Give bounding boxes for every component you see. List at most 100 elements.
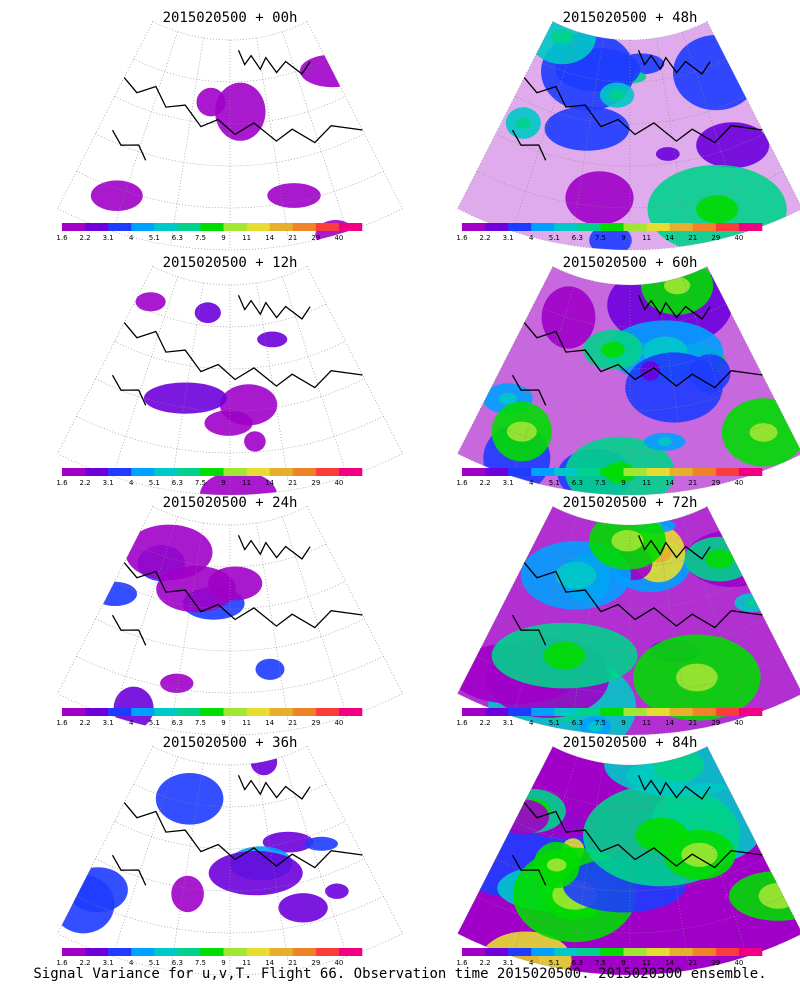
variance-blob [673, 35, 760, 111]
colorbar-tick-label: 2.2 [480, 959, 491, 967]
colorbar-tick-label: 9 [221, 479, 225, 487]
coastline [237, 535, 311, 560]
colorbar-tick-label: 4 [129, 959, 134, 967]
coastline [511, 374, 547, 406]
meridian [306, 266, 403, 454]
variance-blob [267, 183, 321, 208]
coastline [123, 802, 363, 869]
parallel [95, 618, 365, 652]
colorbar-cell [531, 223, 555, 231]
colorbar-tick-label: 6.3 [172, 479, 183, 487]
map-field [457, 21, 800, 251]
meridian [682, 276, 748, 477]
colorbar-tick-label: 4 [129, 234, 134, 242]
meridian [57, 266, 154, 454]
colorbar-cell [646, 468, 670, 476]
colorbar-cell [246, 948, 270, 956]
colorbar-tick-label: 9 [621, 959, 625, 967]
variance-core [608, 89, 626, 101]
variance-blob [541, 286, 596, 349]
colorbar-tick-label: 4 [529, 719, 534, 727]
colorbar-cell [62, 223, 86, 231]
colorbar-cell [692, 223, 717, 231]
colorbar-cell [508, 708, 532, 716]
meridian [112, 516, 178, 717]
colorbar-tick-label: 2.2 [80, 479, 91, 487]
colorbar-cell [531, 468, 555, 476]
parallel [76, 170, 384, 209]
meridian [706, 506, 800, 690]
colorbar-tick-label: 14 [665, 959, 674, 967]
variance-blob [199, 471, 277, 495]
variance-blob [143, 382, 227, 414]
variance-core [588, 721, 603, 732]
map-panel: 2015020500 + 12h 1.6 2.2 3.1 4 5.1 6.3 7.5 9 11 14… [56, 255, 403, 496]
panel-title: 2015020500 + 60h [563, 255, 698, 271]
map-panel: 2015020500 + 84h 1.6 2.2 3.1 4 5.1 6.3 7.5 9 11 14… [456, 735, 800, 976]
map-field [457, 506, 800, 736]
colorbar-tick-label: 40 [734, 234, 743, 242]
variance-blob [57, 875, 115, 934]
coastline [637, 295, 711, 320]
variance-blob [257, 331, 288, 348]
colorbar-cell [200, 948, 224, 956]
colorbar-cell [62, 468, 86, 476]
variance-blob [278, 893, 328, 923]
colorbar-cell [223, 948, 247, 956]
variance-blob [208, 850, 303, 896]
colorbar-tick-label: 4 [129, 479, 134, 487]
parallel [514, 581, 746, 610]
colorbar-cell [623, 223, 647, 231]
colorbar-tick-label: 14 [265, 234, 274, 242]
colorbar-cell [223, 468, 247, 476]
meridian [706, 21, 800, 205]
meridian [682, 31, 748, 232]
colorbar-tick-label: 2.2 [480, 234, 491, 242]
colorbar-tick-label: 29 [711, 959, 720, 967]
colorbar-tick-label: 1.6 [56, 959, 68, 967]
colorbar-cell [223, 708, 247, 716]
colorbar-cell [269, 948, 294, 956]
colorbar-cell [508, 468, 532, 476]
colorbar-tick-label: 5.1 [549, 234, 560, 242]
colorbar-tick-label: 3.1 [103, 719, 114, 727]
colorbar-tick-label: 7.5 [195, 959, 206, 967]
colorbar-tick-label: 2.2 [80, 719, 91, 727]
meridian [112, 756, 178, 957]
colorbar-cell [292, 468, 317, 476]
colorbar-tick-label: 21 [288, 234, 297, 242]
meridian [512, 31, 578, 232]
meridian [706, 746, 800, 930]
colorbar-cell [462, 468, 486, 476]
colorbar-cell [269, 708, 294, 716]
colorbar-tick-label: 2.2 [80, 959, 91, 967]
variance-core [749, 423, 778, 442]
colorbar-cell [269, 468, 294, 476]
colorbar-cell [531, 708, 555, 716]
colorbar-cell [462, 223, 486, 231]
colorbar-tick-label: 1.6 [456, 234, 468, 242]
parallel [76, 415, 384, 454]
colorbar-tick-label: 5.1 [149, 479, 160, 487]
parallel [133, 783, 327, 808]
panel-title: 2015020500 + 72h [563, 495, 698, 511]
colorbar-cell [669, 223, 694, 231]
colorbar-cell [715, 948, 740, 956]
variance-core [664, 276, 691, 295]
colorbar-tick-label: 6.3 [572, 234, 583, 242]
coastline [237, 295, 311, 320]
colorbar-tick-label: 5.1 [149, 234, 160, 242]
coastline [123, 322, 363, 389]
parallel [114, 821, 346, 850]
parallel [514, 821, 746, 850]
colorbar-tick-label: 5.1 [549, 959, 560, 967]
colorbar-tick-label: 11 [642, 234, 651, 242]
colorbar-tick-label: 14 [265, 719, 274, 727]
colorbar-tick-label: 4 [529, 479, 534, 487]
colorbar-tick-label: 7.5 [595, 959, 606, 967]
colorbar-tick-label: 5.1 [149, 719, 160, 727]
variance-core [546, 858, 567, 872]
colorbar-tick-label: 9 [621, 234, 625, 242]
colorbar-cell [623, 708, 647, 716]
colorbar-cell [246, 708, 270, 716]
